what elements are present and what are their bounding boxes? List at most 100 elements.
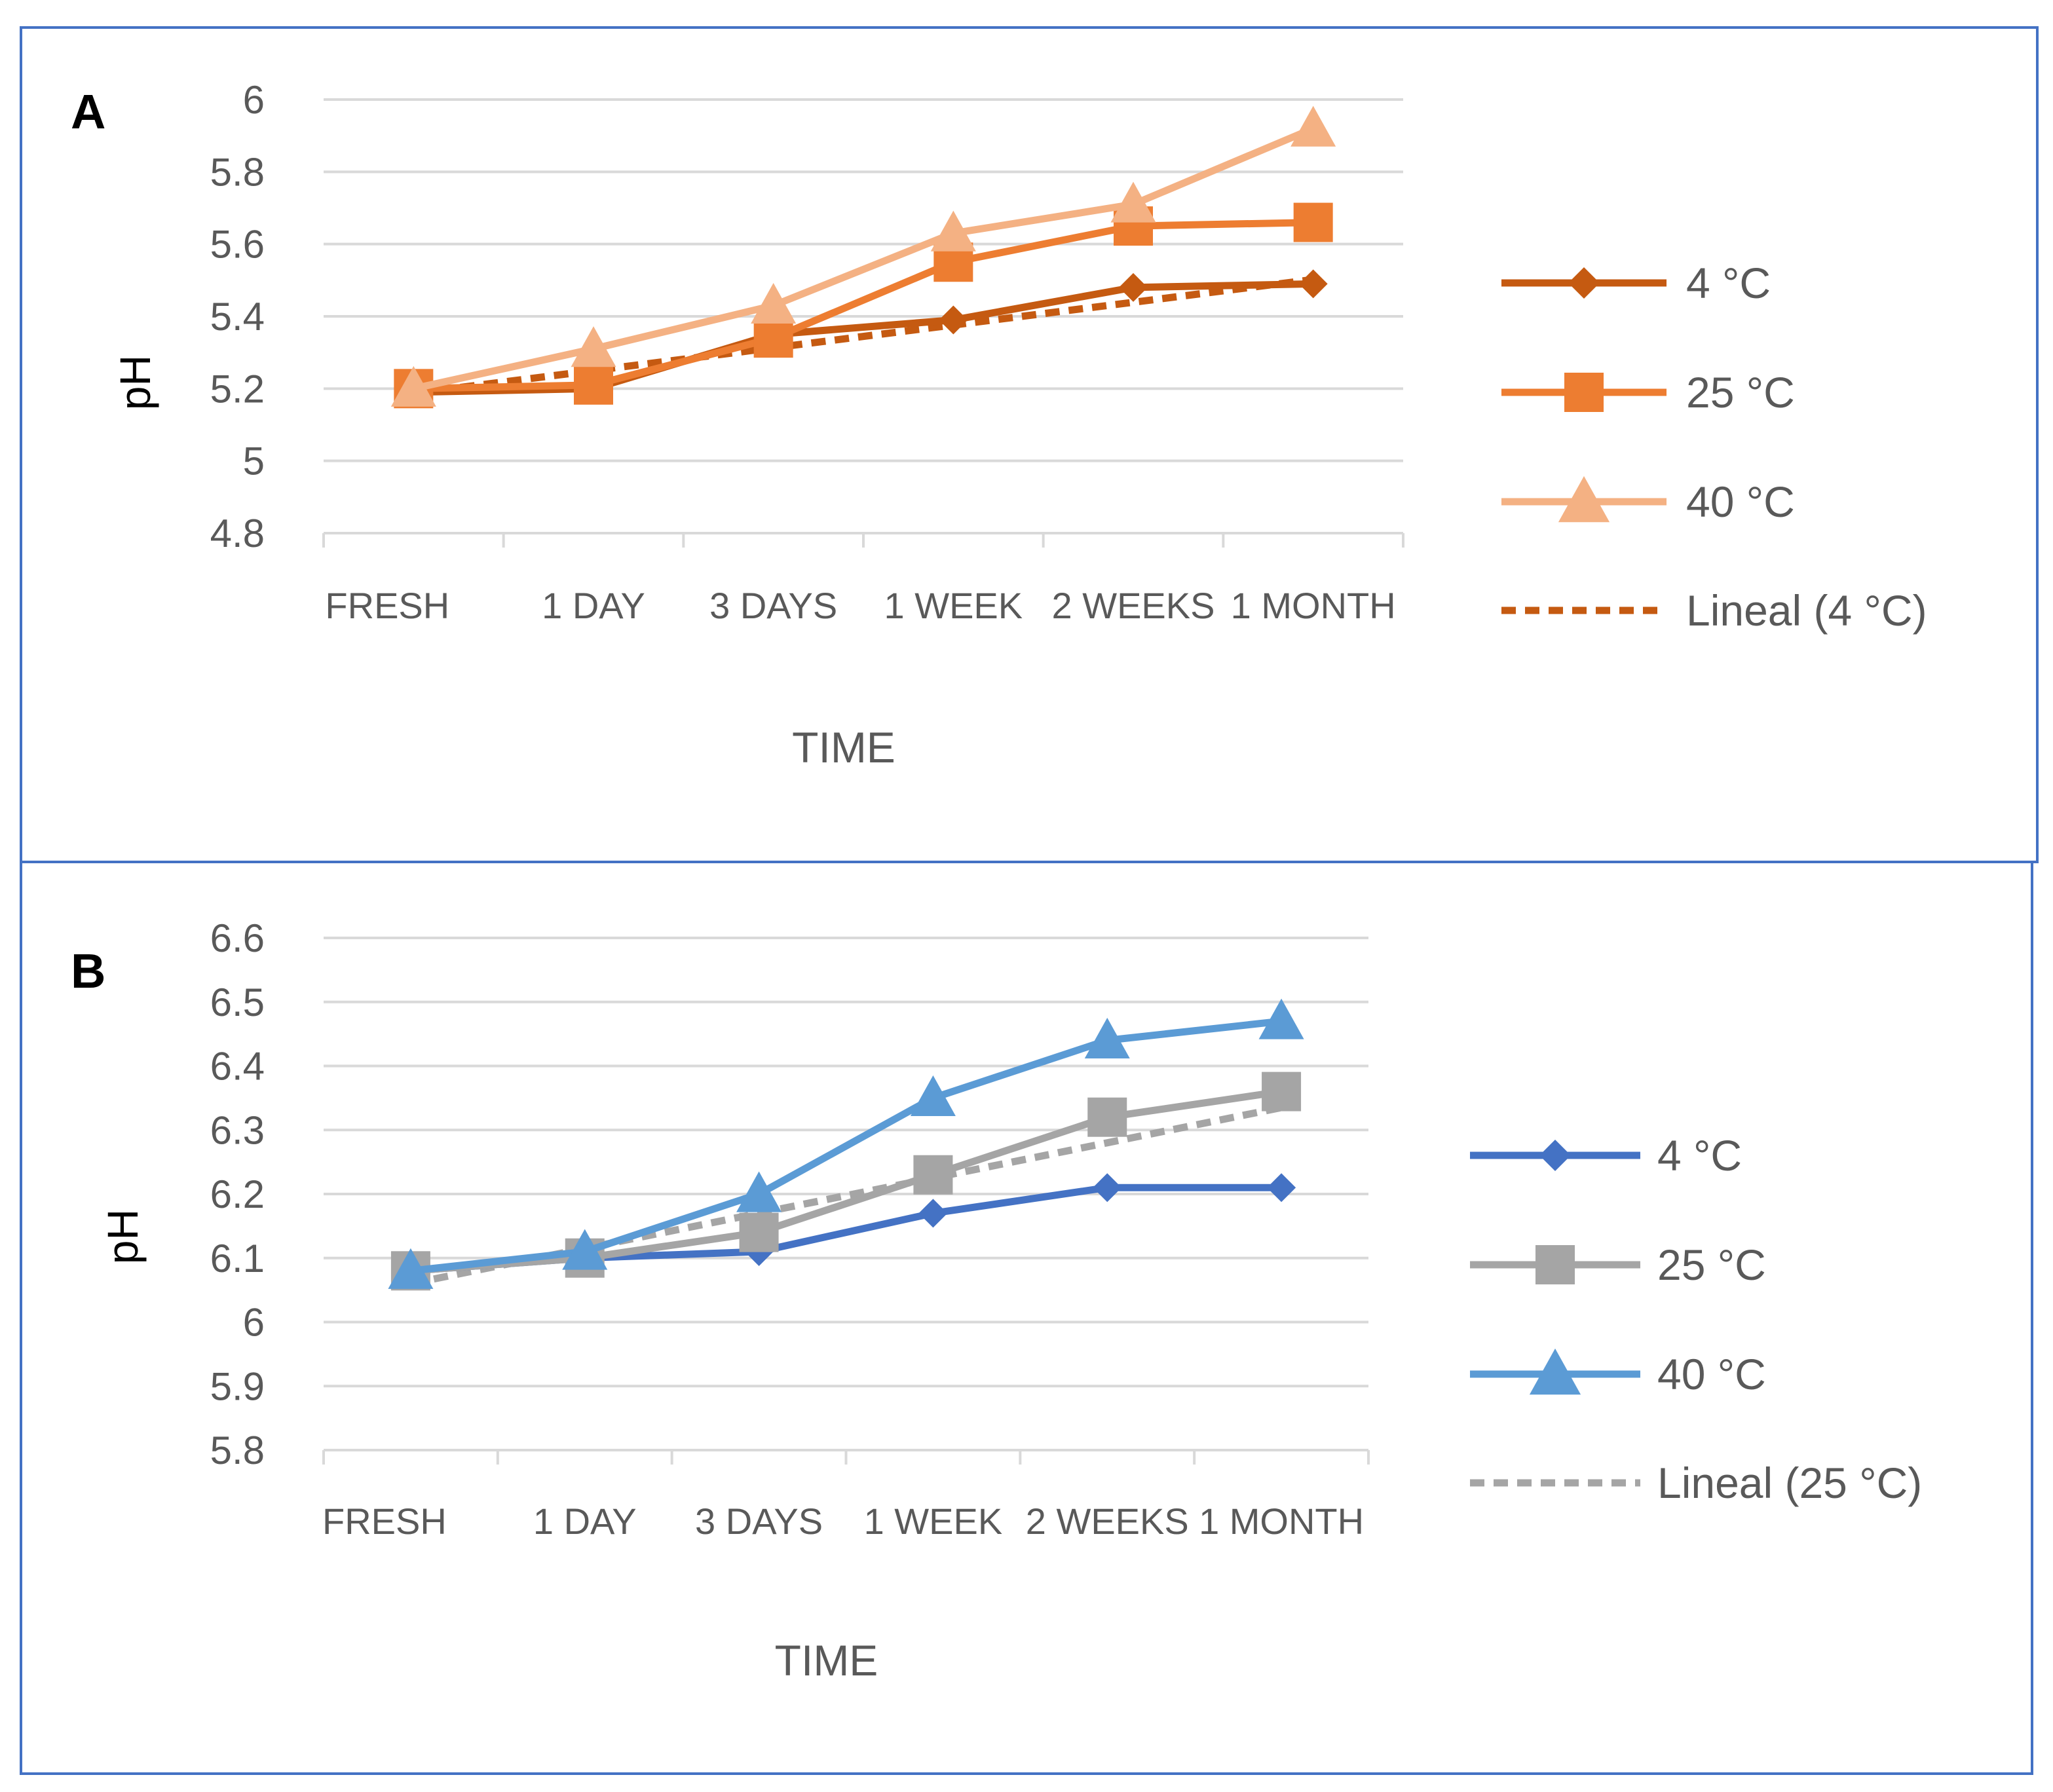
data-point	[1084, 1017, 1130, 1058]
data-point	[918, 1199, 948, 1228]
gridlines	[324, 937, 1368, 1451]
gridlines	[324, 98, 1403, 534]
x-tick-label: 2 WEEKS	[1026, 1501, 1189, 1542]
x-axis: FRESH 1 DAY 3 DAYS 1 WEEK 2 WEEKS 1 MONTH	[322, 532, 1404, 626]
x-tick-label: 1 DAY	[542, 585, 645, 626]
data-point	[910, 1075, 956, 1116]
panel-b: 5.8 5.9 6 6.1 6.2 6.3 6.4 6.5 6.6 FRESH 1 DAY 3 DAY…	[20, 861, 2033, 1775]
data-point	[736, 1171, 782, 1212]
y-tick-label: 6.2	[210, 1172, 265, 1216]
y-tick-label: 5.8	[210, 1428, 265, 1472]
legend-item: 40 °C	[1501, 476, 1795, 526]
legend-label: 25 °C	[1657, 1241, 1766, 1289]
panel-label: A	[71, 84, 105, 139]
x-tick-label: FRESH	[325, 585, 449, 626]
y-tick-label: 6	[243, 78, 265, 122]
legend: 4 °C 25 °C 40 °C Lineal (4 °C)	[1501, 259, 1927, 635]
y-tick-label: 5	[243, 439, 265, 483]
legend-marker	[1535, 1245, 1575, 1284]
legend-marker	[1568, 267, 1600, 299]
y-tick-label: 6.4	[210, 1045, 265, 1089]
data-point	[388, 1248, 434, 1289]
y-tick-label: 6.6	[210, 916, 265, 960]
legend-marker	[1564, 373, 1604, 412]
legend-item: 40 °C	[1470, 1348, 1766, 1398]
legend-label: 40 °C	[1686, 477, 1795, 526]
series-40-c	[388, 998, 1304, 1289]
legend: 4 °C 25 °C 40 °C Lineal (25 °C)	[1470, 1131, 1922, 1507]
data-point	[562, 1229, 608, 1270]
chart-a: 4.8 5 5.2 5.4 5.6 5.8 6 FRESH 1 DAY 3 DAYS 1 WEEK 2…	[71, 78, 1927, 772]
y-tick-label: 5.2	[210, 367, 265, 411]
chart-b: 5.8 5.9 6 6.1 6.2 6.3 6.4 6.5 6.6 FRESH 1 DAY 3 DAY…	[71, 916, 1922, 1685]
y-tick-label: 6.5	[210, 980, 265, 1024]
data-point	[1262, 1072, 1302, 1111]
legend-label: 40 °C	[1657, 1350, 1766, 1398]
y-tick-label: 6.3	[210, 1108, 265, 1152]
legend-item: Lineal (4 °C)	[1501, 586, 1927, 635]
y-axis: 5.8 5.9 6 6.1 6.2 6.3 6.4 6.5 6.6	[210, 916, 265, 1472]
legend-label: Lineal (4 °C)	[1686, 586, 1927, 635]
y-tick-label: 5.9	[210, 1364, 265, 1408]
panel-a: 4.8 5 5.2 5.4 5.6 5.8 6 FRESH 1 DAY 3 DAYS 1 WEEK 2…	[20, 26, 2039, 863]
data-point	[571, 326, 616, 367]
data-point	[751, 282, 797, 324]
y-tick-label: 6.1	[210, 1237, 265, 1280]
trendline	[413, 276, 1314, 397]
data-point	[390, 365, 436, 407]
x-axis-title: TIME	[775, 1636, 878, 1685]
data-point	[1087, 1097, 1127, 1137]
x-tick-label: 3 DAYS	[709, 585, 837, 626]
x-tick-label: 1 MONTH	[1231, 585, 1396, 626]
data-point	[913, 1155, 953, 1195]
legend-item: 4 °C	[1470, 1131, 1742, 1180]
legend-item: 25 °C	[1501, 368, 1795, 417]
series-lineal-4-c-	[413, 276, 1314, 397]
data-point	[1119, 272, 1148, 302]
series-25-c	[390, 1072, 1302, 1291]
y-tick-label: 5.8	[210, 150, 265, 194]
data-point	[1258, 998, 1304, 1039]
data-point	[1298, 269, 1328, 299]
legend-marker	[1558, 476, 1610, 523]
data-point	[1110, 181, 1156, 223]
y-tick-label: 5.6	[210, 223, 265, 267]
data-point	[739, 1212, 779, 1252]
data-point	[753, 318, 793, 358]
data-point	[1290, 105, 1336, 147]
y-tick-label: 5.4	[210, 295, 265, 339]
x-tick-label: 2 WEEKS	[1052, 585, 1215, 626]
data-point	[1093, 1173, 1122, 1203]
legend-item: 4 °C	[1501, 259, 1771, 307]
x-tick-label: 3 DAYS	[695, 1501, 823, 1542]
x-tick-label: 1 DAY	[533, 1501, 637, 1542]
legend-label: 25 °C	[1686, 368, 1795, 417]
y-axis-title: pH	[98, 1209, 147, 1264]
legend-marker	[1539, 1140, 1571, 1171]
x-tick-label: 1 WEEK	[884, 585, 1023, 626]
series-line	[413, 219, 1313, 392]
data-point	[574, 365, 613, 405]
x-tick-label: 1 MONTH	[1199, 1501, 1364, 1542]
legend-label: 4 °C	[1657, 1131, 1742, 1180]
legend-item: Lineal (25 °C)	[1470, 1459, 1922, 1507]
panel-label: B	[71, 944, 105, 998]
data-point	[939, 305, 968, 335]
x-axis: FRESH 1 DAY 3 DAYS 1 WEEK 2 WEEKS 1 MONTH	[322, 1449, 1370, 1542]
y-axis-title: pH	[111, 355, 159, 410]
y-tick-label: 4.8	[210, 512, 265, 555]
data-point	[1293, 202, 1333, 242]
x-axis-title: TIME	[792, 723, 895, 772]
x-tick-label: FRESH	[322, 1501, 447, 1542]
x-tick-label: 1 WEEK	[864, 1501, 1003, 1542]
data-point	[930, 210, 976, 252]
series-line	[413, 125, 1315, 392]
series-line	[413, 280, 1313, 396]
y-axis: 4.8 5 5.2 5.4 5.6 5.8 6	[210, 78, 265, 555]
series-4-c	[396, 1173, 1296, 1286]
y-tick-label: 6	[243, 1301, 265, 1345]
legend-label: 4 °C	[1686, 259, 1771, 307]
series-line	[410, 1017, 1282, 1275]
data-point	[1267, 1173, 1296, 1203]
